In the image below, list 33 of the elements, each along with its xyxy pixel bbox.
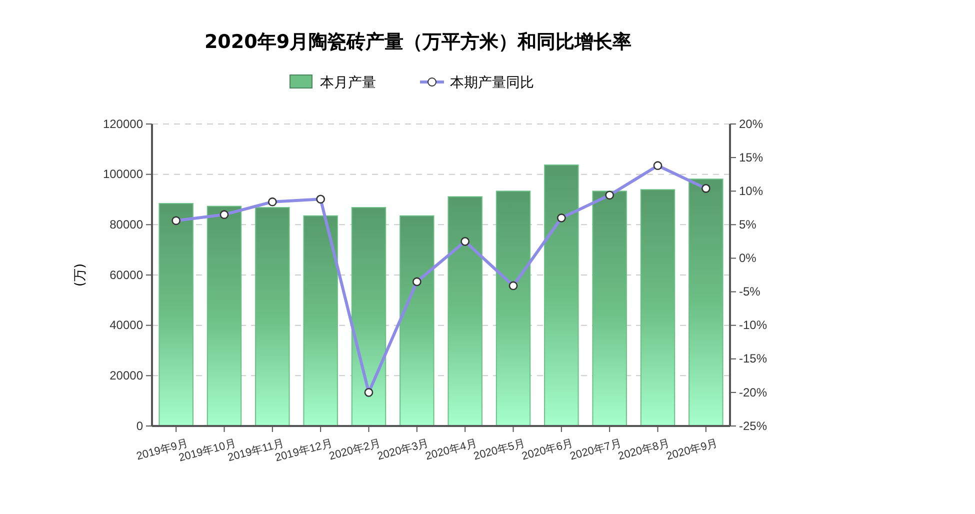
bar [592,190,627,426]
bar [640,189,676,426]
y2-tick-label: -5% [739,284,761,299]
y2-tick-label: -10% [739,318,768,332]
y2-tick-label: 5% [739,218,757,232]
chart-title: 2020年9月陶瓷砖产量（万平方米）和同比增长率 [204,31,632,53]
y2-tick-label: 15% [739,150,764,164]
bar [158,203,194,426]
bar [206,206,242,426]
y-axis-title: (万) [73,263,88,287]
legend-label: 本期产量同比 [450,75,534,91]
y2-tick-label: 20% [739,116,764,131]
y-tick-label: 0 [136,418,144,433]
bar [255,207,290,426]
y2-tick-label: -20% [739,385,768,400]
bar [351,207,386,426]
bar [688,178,724,426]
y2-tick-label: 0% [739,251,757,266]
bar [400,215,434,426]
bar [544,164,579,426]
y2-tick-label: -25% [739,418,768,433]
legend-label: 本月产量 [320,75,376,91]
y-tick-label: 80000 [110,218,144,232]
bar [448,196,482,426]
y-tick-label: 100000 [102,167,144,182]
y-tick-label: 40000 [110,318,144,332]
y-tick-label: 20000 [110,368,144,383]
bar [496,190,531,426]
y-tick-label: 60000 [110,268,144,282]
bar [303,215,338,426]
y2-tick-label: 10% [739,184,764,198]
y-tick-label: 120000 [102,116,144,131]
y2-tick-label: -15% [739,352,768,366]
